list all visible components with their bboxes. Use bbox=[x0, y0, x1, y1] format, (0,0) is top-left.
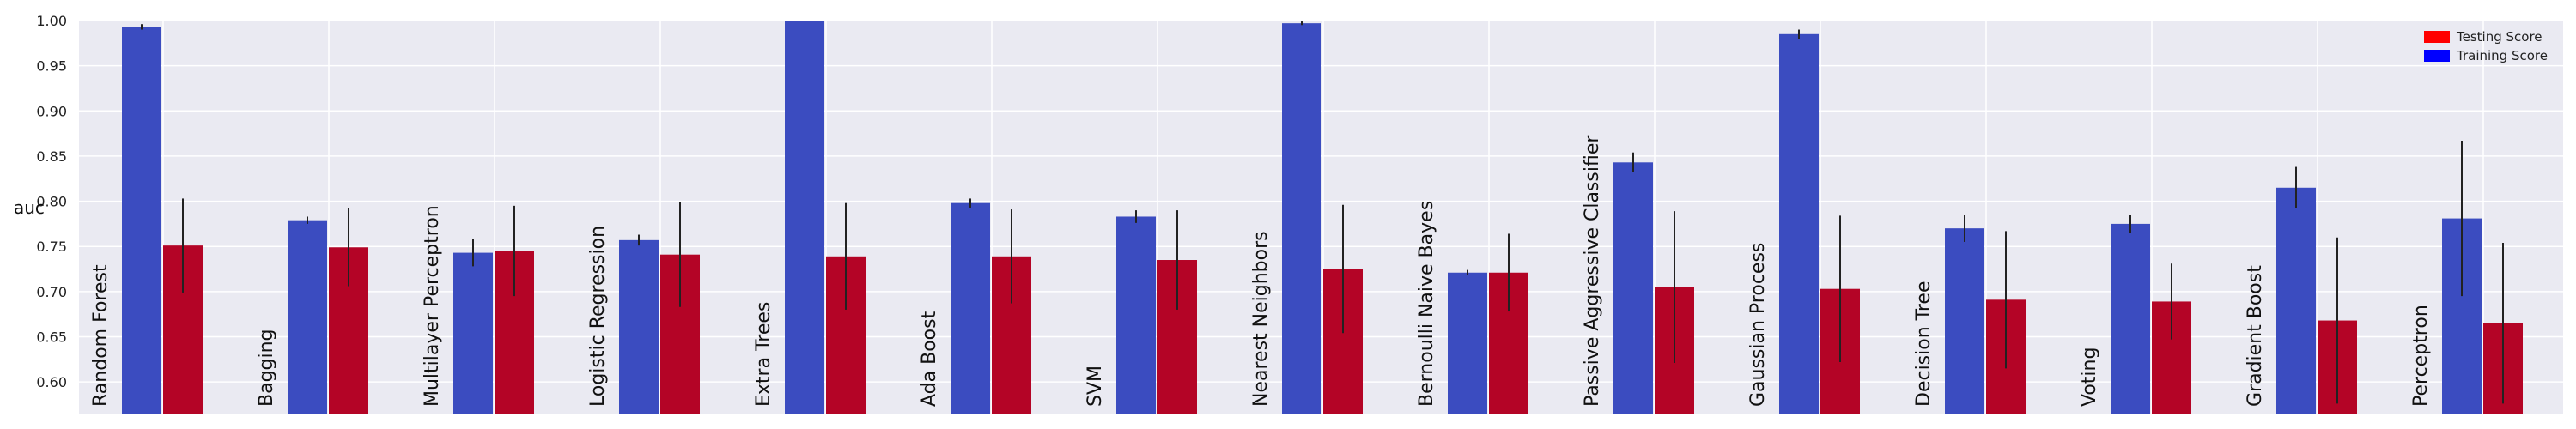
category-label: Voting bbox=[2079, 347, 2100, 407]
legend: Testing Score Training Score bbox=[2424, 29, 2548, 63]
legend-label: Testing Score bbox=[2456, 29, 2543, 45]
legend-swatch bbox=[2424, 50, 2450, 62]
y-tick-label: 0.75 bbox=[36, 239, 67, 255]
training-score-bar bbox=[1116, 216, 1156, 414]
training-score-bar bbox=[1613, 162, 1653, 414]
category-label: Extra Trees bbox=[753, 302, 775, 407]
category-label: Gaussian Process bbox=[1747, 243, 1769, 407]
category-label: Multilayer Perceptron bbox=[422, 205, 443, 407]
category-label: Bernoulli Naive Bayes bbox=[1416, 201, 1437, 407]
error-bars-layer bbox=[141, 21, 2504, 404]
training-score-bar bbox=[2111, 223, 2150, 414]
y-tick-label: 0.65 bbox=[36, 329, 67, 346]
category-label: Passive Aggressive Classifier bbox=[1582, 135, 1603, 407]
y-tick-label: 0.60 bbox=[36, 374, 67, 390]
legend-label: Training Score bbox=[2456, 48, 2548, 63]
training-score-bar bbox=[288, 220, 327, 414]
y-axis-ticks: 0.60 0.65 0.70 0.75 0.80 0.85 0.90 0.95 1.00 bbox=[36, 13, 67, 390]
training-score-bar bbox=[122, 27, 161, 414]
training-score-bar bbox=[1282, 23, 1321, 414]
training-score-bar bbox=[1945, 228, 1984, 414]
y-axis-label: auc bbox=[14, 197, 45, 218]
y-tick-label: 0.90 bbox=[36, 103, 67, 119]
category-label: Perceptron bbox=[2410, 305, 2432, 407]
category-label: Random Forest bbox=[90, 264, 112, 407]
y-tick-label: 1.00 bbox=[36, 13, 67, 29]
training-score-bar bbox=[951, 202, 990, 414]
category-label: Decision Tree bbox=[1913, 281, 1935, 408]
category-labels: Random Forest Bagging Multilayer Perceptro… bbox=[90, 135, 2432, 407]
category-label: Ada Boost bbox=[919, 311, 940, 407]
category-label: Logistic Regression bbox=[587, 226, 609, 407]
y-tick-label: 0.80 bbox=[36, 194, 67, 210]
category-label: Bagging bbox=[256, 329, 277, 407]
training-score-bar bbox=[619, 239, 659, 414]
training-score-bar bbox=[2276, 187, 2316, 414]
training-score-bar bbox=[1448, 272, 1487, 414]
training-score-bar bbox=[785, 21, 824, 414]
y-tick-label: 0.70 bbox=[36, 284, 67, 300]
category-label: SVM bbox=[1084, 366, 1106, 407]
category-label: Gradient Boost bbox=[2245, 265, 2266, 407]
y-tick-label: 0.85 bbox=[36, 148, 67, 165]
category-label: Nearest Neighbors bbox=[1250, 231, 1272, 407]
y-tick-label: 0.95 bbox=[36, 58, 67, 75]
training-score-bar bbox=[453, 252, 493, 414]
training-score-bar bbox=[1779, 33, 1819, 414]
legend-swatch bbox=[2424, 31, 2450, 43]
